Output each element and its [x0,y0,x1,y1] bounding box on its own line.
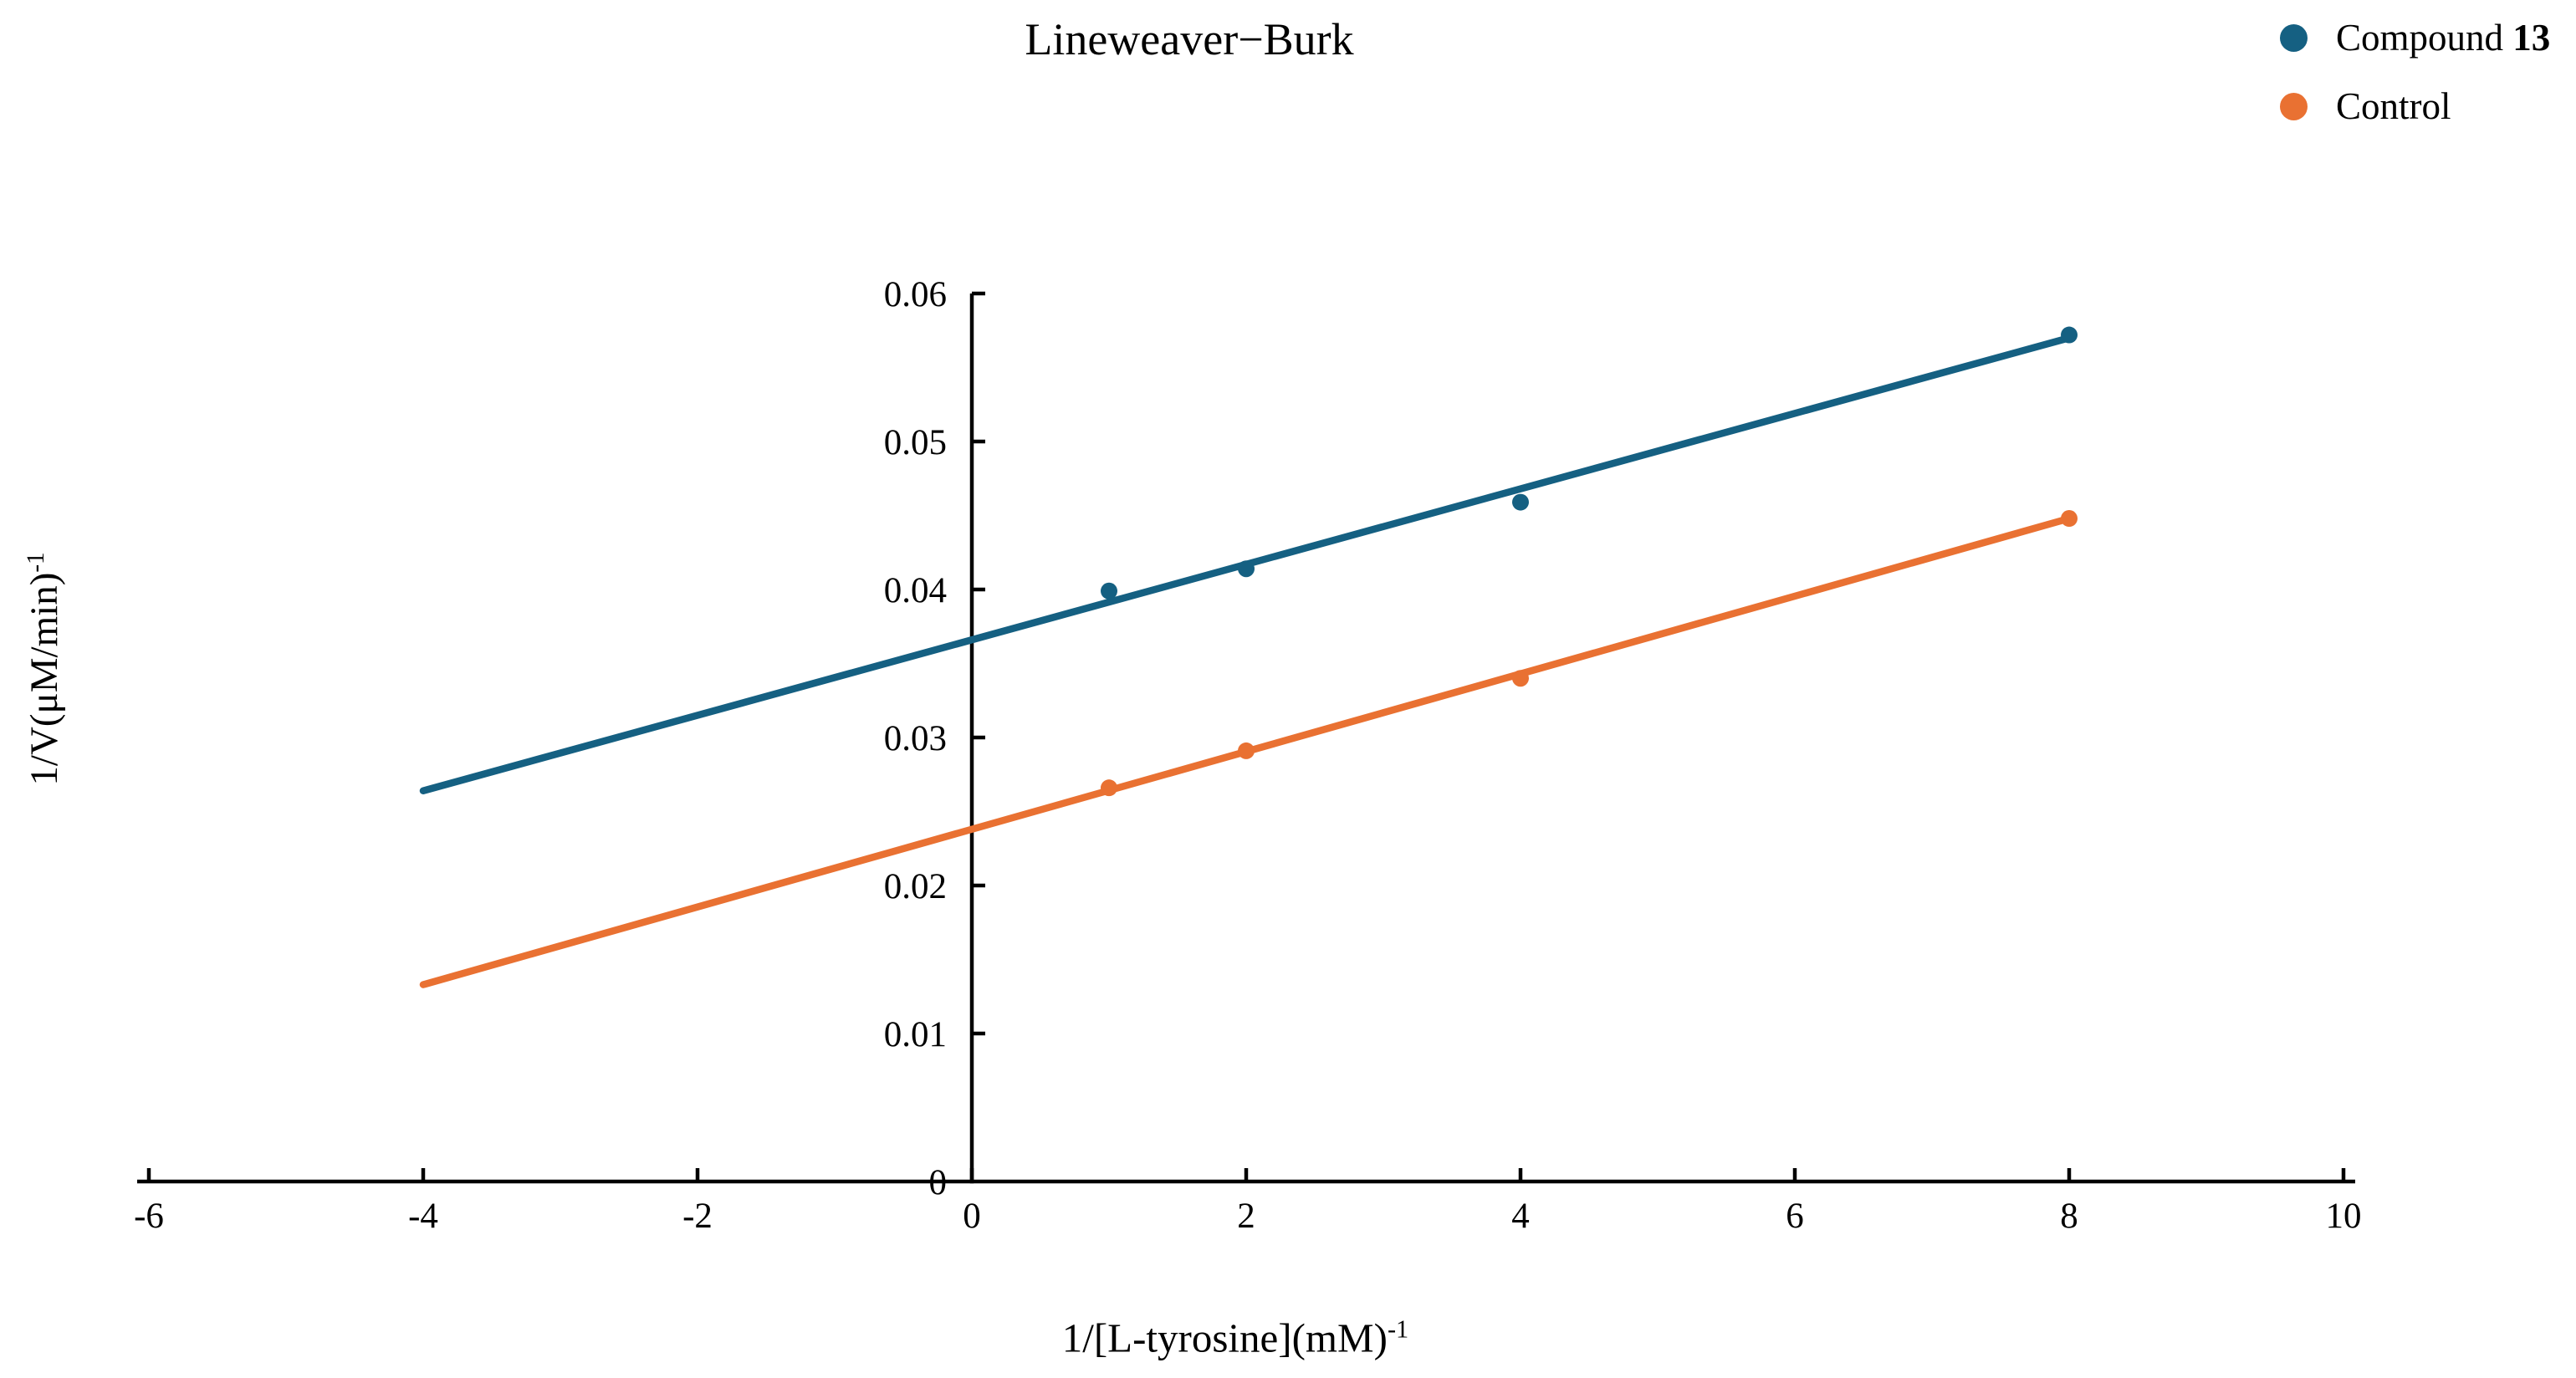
x-tick-label: 8 [2060,1197,2078,1236]
x-axis-title: 1/[L-tyrosine](mM)-1 [1062,1314,1409,1362]
data-point-control [1512,670,1529,687]
legend-label-control: Control [2336,84,2451,128]
x-tick-label: -4 [408,1197,438,1236]
x-axis-title-sup: -1 [1387,1314,1409,1344]
data-point-control [1101,779,1117,797]
x-tick-label: -2 [682,1197,713,1236]
data-point-compound-13 [2061,326,2078,344]
y-tick-label: 0.06 [884,275,947,314]
y-axis-title-sup: -1 [22,552,49,573]
y-tick-label: 0.04 [884,571,947,610]
legend-label-compound-13: Compound 13 [2336,16,2550,59]
x-tick-label: 2 [1237,1197,1255,1236]
x-tick-label: -6 [134,1197,164,1236]
y-tick-label: 0 [929,1163,948,1202]
data-point-compound-13 [1512,493,1529,511]
legend-dot-compound-13 [2280,23,2308,52]
legend-item-compound-13: Compound 13 [2280,17,2550,59]
legend-text: Control [2336,85,2451,127]
y-tick-label: 0.05 [884,423,947,462]
legend-text-bold: 13 [2512,17,2551,59]
data-point-compound-13 [1101,582,1117,600]
y-axis-title: 1/V(μM/min)-1 [22,552,67,785]
legend-text: Compound [2336,17,2513,59]
x-tick-label: 0 [963,1197,981,1236]
x-tick-label: 6 [1786,1197,1804,1236]
data-point-compound-13 [1238,560,1255,578]
y-tick-label: 0.02 [884,867,947,906]
x-axis-title-text: 1/[L-tyrosine](mM) [1061,1314,1388,1361]
data-point-control [2061,510,2078,528]
y-tick-label: 0.01 [884,1015,947,1054]
y-axis-title-text: 1/V(μM/min) [23,572,66,786]
chart-title: Lineweaver−Burk [1025,14,1354,64]
x-tick-label: 10 [2326,1197,2362,1236]
x-tick-label: 4 [1511,1197,1530,1236]
data-point-control [1238,742,1255,759]
legend-item-control: Control [2280,85,2451,127]
y-tick-label: 0.03 [884,719,947,758]
legend-dot-control [2280,92,2308,120]
